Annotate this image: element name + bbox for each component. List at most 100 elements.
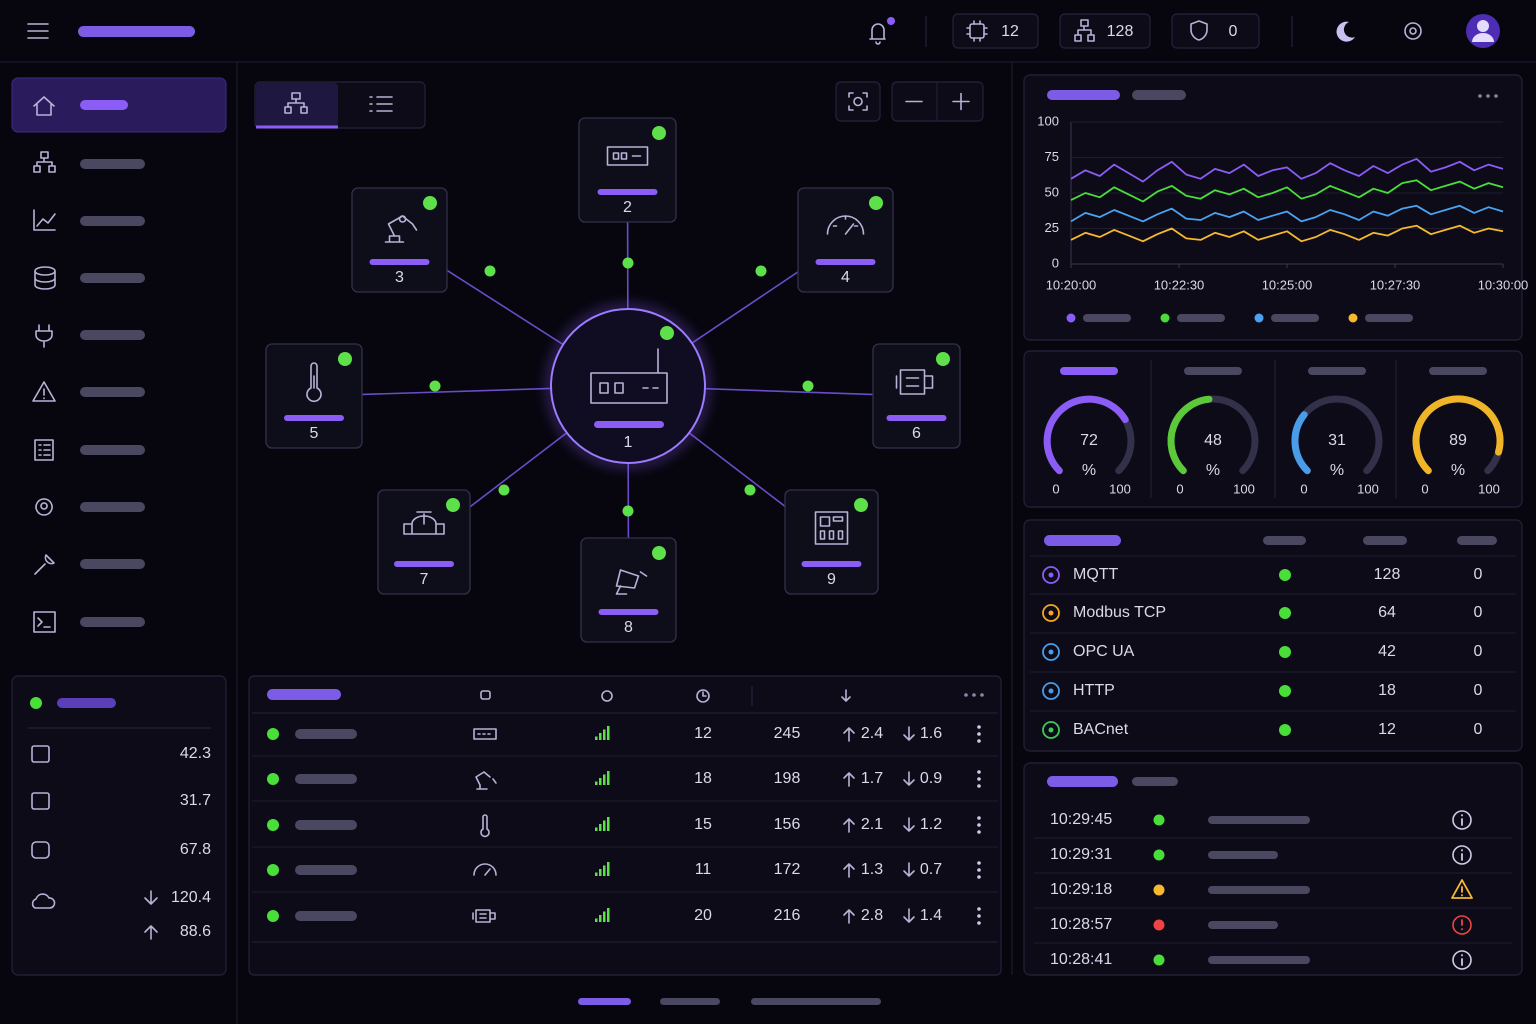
protocol-errors: 0 <box>1474 604 1483 621</box>
kebab-dot <box>977 770 981 774</box>
status-dot <box>1279 646 1291 658</box>
row-menu[interactable] <box>977 770 981 788</box>
series-line <box>1070 179 1504 203</box>
device-node[interactable] <box>784 489 879 595</box>
download-rate: 0.7 <box>920 861 942 878</box>
stat-icon <box>31 745 50 763</box>
edge-status <box>802 380 814 392</box>
page-tab[interactable] <box>751 998 881 1005</box>
topology-view-button[interactable] <box>256 83 338 127</box>
node-label: 6 <box>912 425 921 442</box>
event-icon <box>1452 950 1472 970</box>
name-placeholder <box>295 774 357 784</box>
menu-item[interactable] <box>80 387 145 397</box>
device-node[interactable] <box>377 489 471 595</box>
menu-button[interactable] <box>27 23 49 39</box>
avatar[interactable] <box>1466 14 1500 48</box>
row-menu[interactable] <box>977 725 981 743</box>
hub-node[interactable] <box>550 308 706 464</box>
device-node[interactable] <box>265 343 363 449</box>
signal-bar <box>607 771 610 785</box>
counter-box[interactable] <box>1171 13 1260 49</box>
event-time: 10:28:57 <box>1050 916 1112 933</box>
gauge-arc <box>1412 395 1504 475</box>
protocol-errors: 0 <box>1474 643 1483 660</box>
event-status <box>1153 954 1165 966</box>
device-node[interactable] <box>797 187 894 293</box>
node-label: 7 <box>420 571 429 588</box>
page-tab[interactable] <box>578 998 631 1005</box>
device-node[interactable] <box>580 537 677 643</box>
gauge-unit: % <box>1206 462 1220 479</box>
device-node[interactable] <box>578 117 677 223</box>
counter-box[interactable] <box>1059 13 1151 49</box>
menu-icon <box>35 498 53 516</box>
notifications-button[interactable] <box>869 17 895 45</box>
y-tick-label: 0 <box>1052 255 1059 270</box>
stat-icon <box>31 841 50 859</box>
row-menu[interactable] <box>977 861 981 879</box>
download-value: 120.4 <box>171 889 211 906</box>
row-menu[interactable] <box>977 816 981 834</box>
signal-bar <box>599 778 602 785</box>
status-dot <box>1279 685 1291 697</box>
device-icon <box>306 362 322 403</box>
list-view-button[interactable] <box>369 96 393 112</box>
up-arrow <box>843 863 855 878</box>
download-rate: 1.4 <box>920 907 942 924</box>
gauge-max: 100 <box>1478 481 1500 496</box>
row-menu[interactable] <box>977 907 981 925</box>
x-tick-label: 10:20:00 <box>1046 277 1097 292</box>
signal-bar <box>595 827 598 831</box>
counter-box[interactable] <box>952 13 1039 49</box>
gauge-min: 0 <box>1300 481 1307 496</box>
kebab-dot <box>977 914 981 918</box>
up-arrow <box>843 772 855 787</box>
menu-item[interactable] <box>80 445 145 455</box>
menu-item[interactable] <box>80 617 145 627</box>
status-dot <box>267 773 279 785</box>
page-tab[interactable] <box>660 998 720 1005</box>
device-type-icon <box>480 814 490 838</box>
event-message-placeholder <box>1208 851 1278 859</box>
menu-item[interactable] <box>80 159 145 169</box>
kebab-dot <box>977 875 981 879</box>
protocol-icon <box>1042 682 1060 700</box>
menu-item[interactable] <box>80 330 145 340</box>
settings-button[interactable] <box>1404 22 1422 40</box>
device-node[interactable] <box>872 343 961 449</box>
device-count: 12 <box>694 725 712 742</box>
device-count: 18 <box>694 770 712 787</box>
node-status <box>869 196 883 210</box>
event-time: 10:28:41 <box>1050 951 1112 968</box>
device-count: 11 <box>695 861 712 878</box>
node-bar <box>598 609 659 615</box>
menu-item[interactable] <box>80 559 145 569</box>
protocol-errors: 0 <box>1474 682 1483 699</box>
menu-item[interactable] <box>80 273 145 283</box>
down-arrow <box>903 908 915 923</box>
device-icon <box>384 215 418 243</box>
y-tick-label: 75 <box>1045 149 1059 164</box>
menu-item[interactable] <box>80 502 145 512</box>
device-icon <box>814 511 849 545</box>
legend-swatch <box>1066 313 1076 323</box>
menu-item[interactable] <box>80 216 145 226</box>
gauge-arc <box>1291 411 1311 475</box>
gauge-max: 100 <box>1357 481 1379 496</box>
gauge-value: 48 <box>1204 432 1222 449</box>
more-button[interactable] <box>1478 94 1498 98</box>
fit-view-button[interactable] <box>835 81 881 122</box>
system-stats-panel <box>11 675 227 976</box>
theme-button[interactable] <box>1336 21 1355 42</box>
node-status <box>338 352 352 366</box>
upload-rate: 2.8 <box>861 907 883 924</box>
protocol-icon-core <box>1048 610 1054 616</box>
event-time: 10:29:18 <box>1050 881 1112 898</box>
devices-table <box>248 675 1002 976</box>
status-dot <box>1279 607 1291 619</box>
node-bar <box>594 421 664 428</box>
sidebar-menu <box>32 96 145 633</box>
node-bar <box>597 189 658 195</box>
menu-item <box>80 100 128 110</box>
